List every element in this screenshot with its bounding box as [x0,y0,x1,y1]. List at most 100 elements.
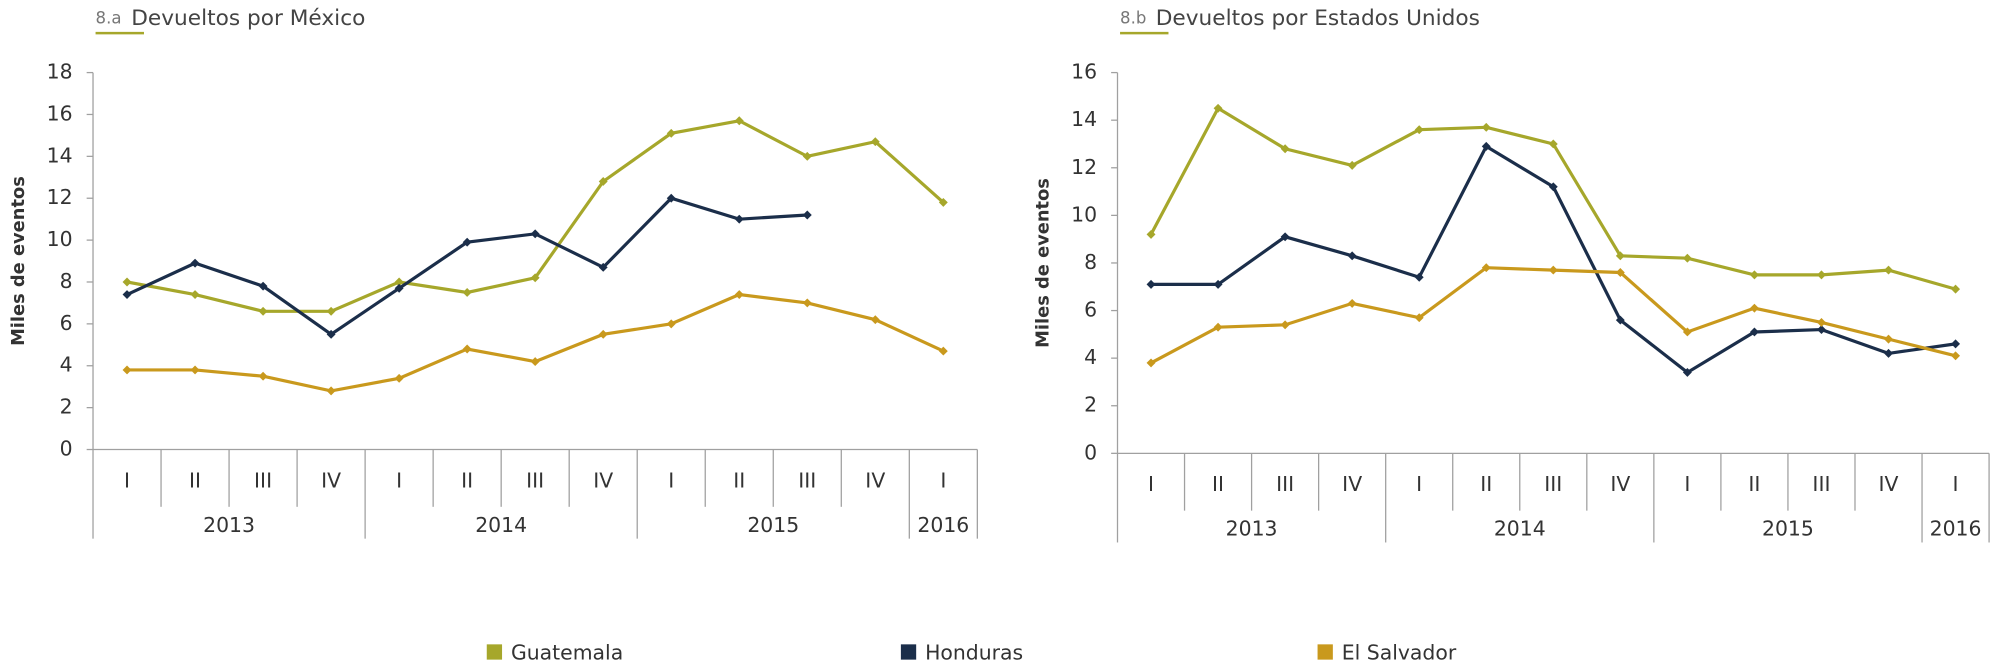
data-point [1213,279,1223,289]
year-label: 2015 [747,513,799,537]
x-tick-label: III [254,468,272,492]
year-label: 2013 [203,513,255,537]
data-point [666,319,676,329]
y-tick-label: 12 [47,185,73,209]
x-tick-label: III [526,468,544,492]
y-tick-label: 12 [1071,155,1097,179]
data-point [394,283,404,293]
y-axis-label: Miles de eventos [8,176,29,346]
year-label: 2016 [1930,517,1982,541]
y-tick-label: 0 [1084,440,1097,464]
data-point [462,288,472,297]
y-tick-label: 6 [1084,298,1097,322]
x-tick-label: I [396,468,402,492]
data-point [326,306,336,316]
data-point [1213,103,1223,113]
x-tick-label: II [1748,472,1760,496]
x-tick-label: I [668,468,674,492]
data-point [190,290,200,300]
year-label: 2013 [1226,517,1278,541]
data-point [1682,327,1692,337]
data-point [394,373,404,383]
x-tick-label: I [1416,472,1422,496]
x-tick-label: II [461,468,473,492]
data-point [530,229,540,239]
data-point [1146,358,1156,368]
x-tick-label: III [1812,472,1830,496]
x-tick-label: II [189,468,201,492]
y-tick-label: 10 [47,227,73,251]
x-tick-label: I [940,468,946,492]
data-point [802,151,812,161]
chart-number: 8.a [96,9,122,28]
x-tick-label: IV [593,468,613,492]
y-tick-label: 0 [60,437,73,461]
x-tick-label: I [1684,472,1690,496]
data-point [258,371,268,381]
data-point [1682,253,1692,263]
data-point [190,258,200,268]
year-label: 2015 [1762,517,1814,541]
data-point [1749,270,1759,280]
data-point [1951,351,1961,361]
data-point [1951,284,1961,294]
y-tick-label: 16 [1071,60,1097,84]
series-line [126,196,808,337]
data-point [1749,327,1759,337]
data-point [1146,279,1156,289]
data-point [258,306,268,316]
y-tick-label: 14 [1071,107,1097,131]
data-point [734,290,744,300]
data-point [530,357,540,367]
x-tick-label: II [733,468,745,492]
series-line [1151,144,1956,375]
data-point [802,298,812,308]
data-point [598,177,608,186]
x-tick-label: II [1212,472,1224,496]
year-label: 2016 [917,513,969,537]
data-point [122,277,132,287]
data-point [1682,367,1692,377]
legend-swatch [486,644,503,660]
legend-label: El Salvador [1342,640,1457,664]
chart: 8.a Devueltos por México Miles de eventos 0… [8,6,978,539]
data-point [1884,348,1893,358]
data-point [666,128,676,138]
data-point [598,329,608,339]
data-point [1280,232,1290,242]
data-point [1817,317,1826,327]
data-point [326,386,336,396]
legend-swatch [1317,644,1333,660]
y-tick-label: 2 [60,395,73,419]
y-tick-label: 8 [1084,250,1097,274]
x-tick-label: IV [1610,472,1630,496]
data-point [666,193,676,203]
y-tick-label: 4 [60,353,73,377]
data-point [938,346,948,356]
x-tick-label: IV [321,468,341,492]
x-tick-label: III [798,468,816,492]
x-tick-label: IV [865,468,885,492]
data-point [326,329,336,339]
data-point [122,290,132,300]
data-point [258,281,268,291]
x-tick-label: II [1480,472,1492,496]
legend-label: Guatemala [511,640,623,664]
x-tick-label: IV [1879,472,1899,496]
chart: 8.b Devueltos por Estados Unidos Miles de … [1033,6,1990,543]
data-point [1213,322,1223,332]
data-point [802,210,812,220]
x-tick-label: I [1953,472,1959,496]
data-point [1146,229,1156,239]
year-label: 2014 [1494,517,1546,541]
data-point [462,237,472,247]
y-tick-label: 6 [60,311,73,335]
data-point [1347,298,1357,308]
x-tick-label: III [1544,472,1562,496]
y-tick-label: 16 [47,101,73,125]
chart-number: 8.b [1120,9,1146,28]
data-point [734,214,744,224]
data-point [190,365,200,375]
data-point [122,365,132,375]
data-point [1347,251,1357,261]
